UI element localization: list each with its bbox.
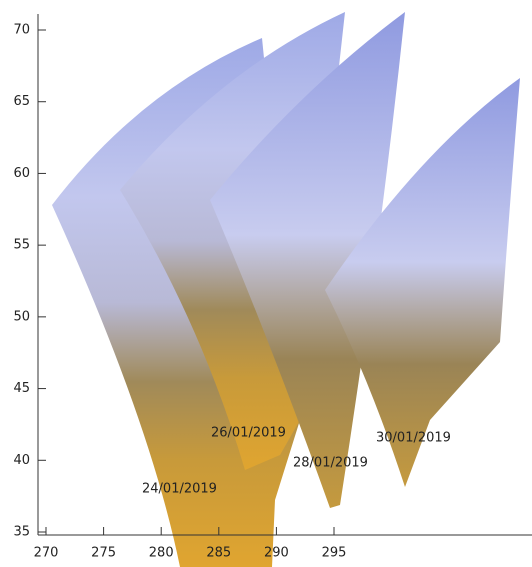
figure: 270 275 280 285 290 295 35 40 45 50 55 60 65 70 24/01… (0, 0, 532, 567)
date-label: 30/01/2019 (376, 431, 451, 446)
date-label: 26/01/2019 (211, 426, 286, 441)
y-tick-label: 65 (13, 94, 30, 109)
x-tick-label: 280 (149, 546, 174, 561)
y-tick-label: 45 (13, 381, 30, 396)
y-tick-label: 60 (13, 166, 30, 181)
x-tick-label: 285 (206, 546, 231, 561)
x-tick-label: 290 (264, 546, 289, 561)
y-tick-label: 55 (13, 238, 30, 253)
image-swaths (52, 12, 520, 567)
y-tick-label: 40 (13, 453, 30, 468)
x-tick-label: 270 (34, 546, 59, 561)
date-label: 28/01/2019 (293, 456, 368, 471)
y-tick-label: 50 (13, 309, 30, 324)
x-tick-label: 295 (322, 546, 347, 561)
y-tick-label: 35 (13, 525, 30, 540)
x-tick-label: 275 (91, 546, 116, 561)
y-tick-label: 70 (13, 23, 30, 38)
date-label: 24/01/2019 (142, 482, 217, 497)
